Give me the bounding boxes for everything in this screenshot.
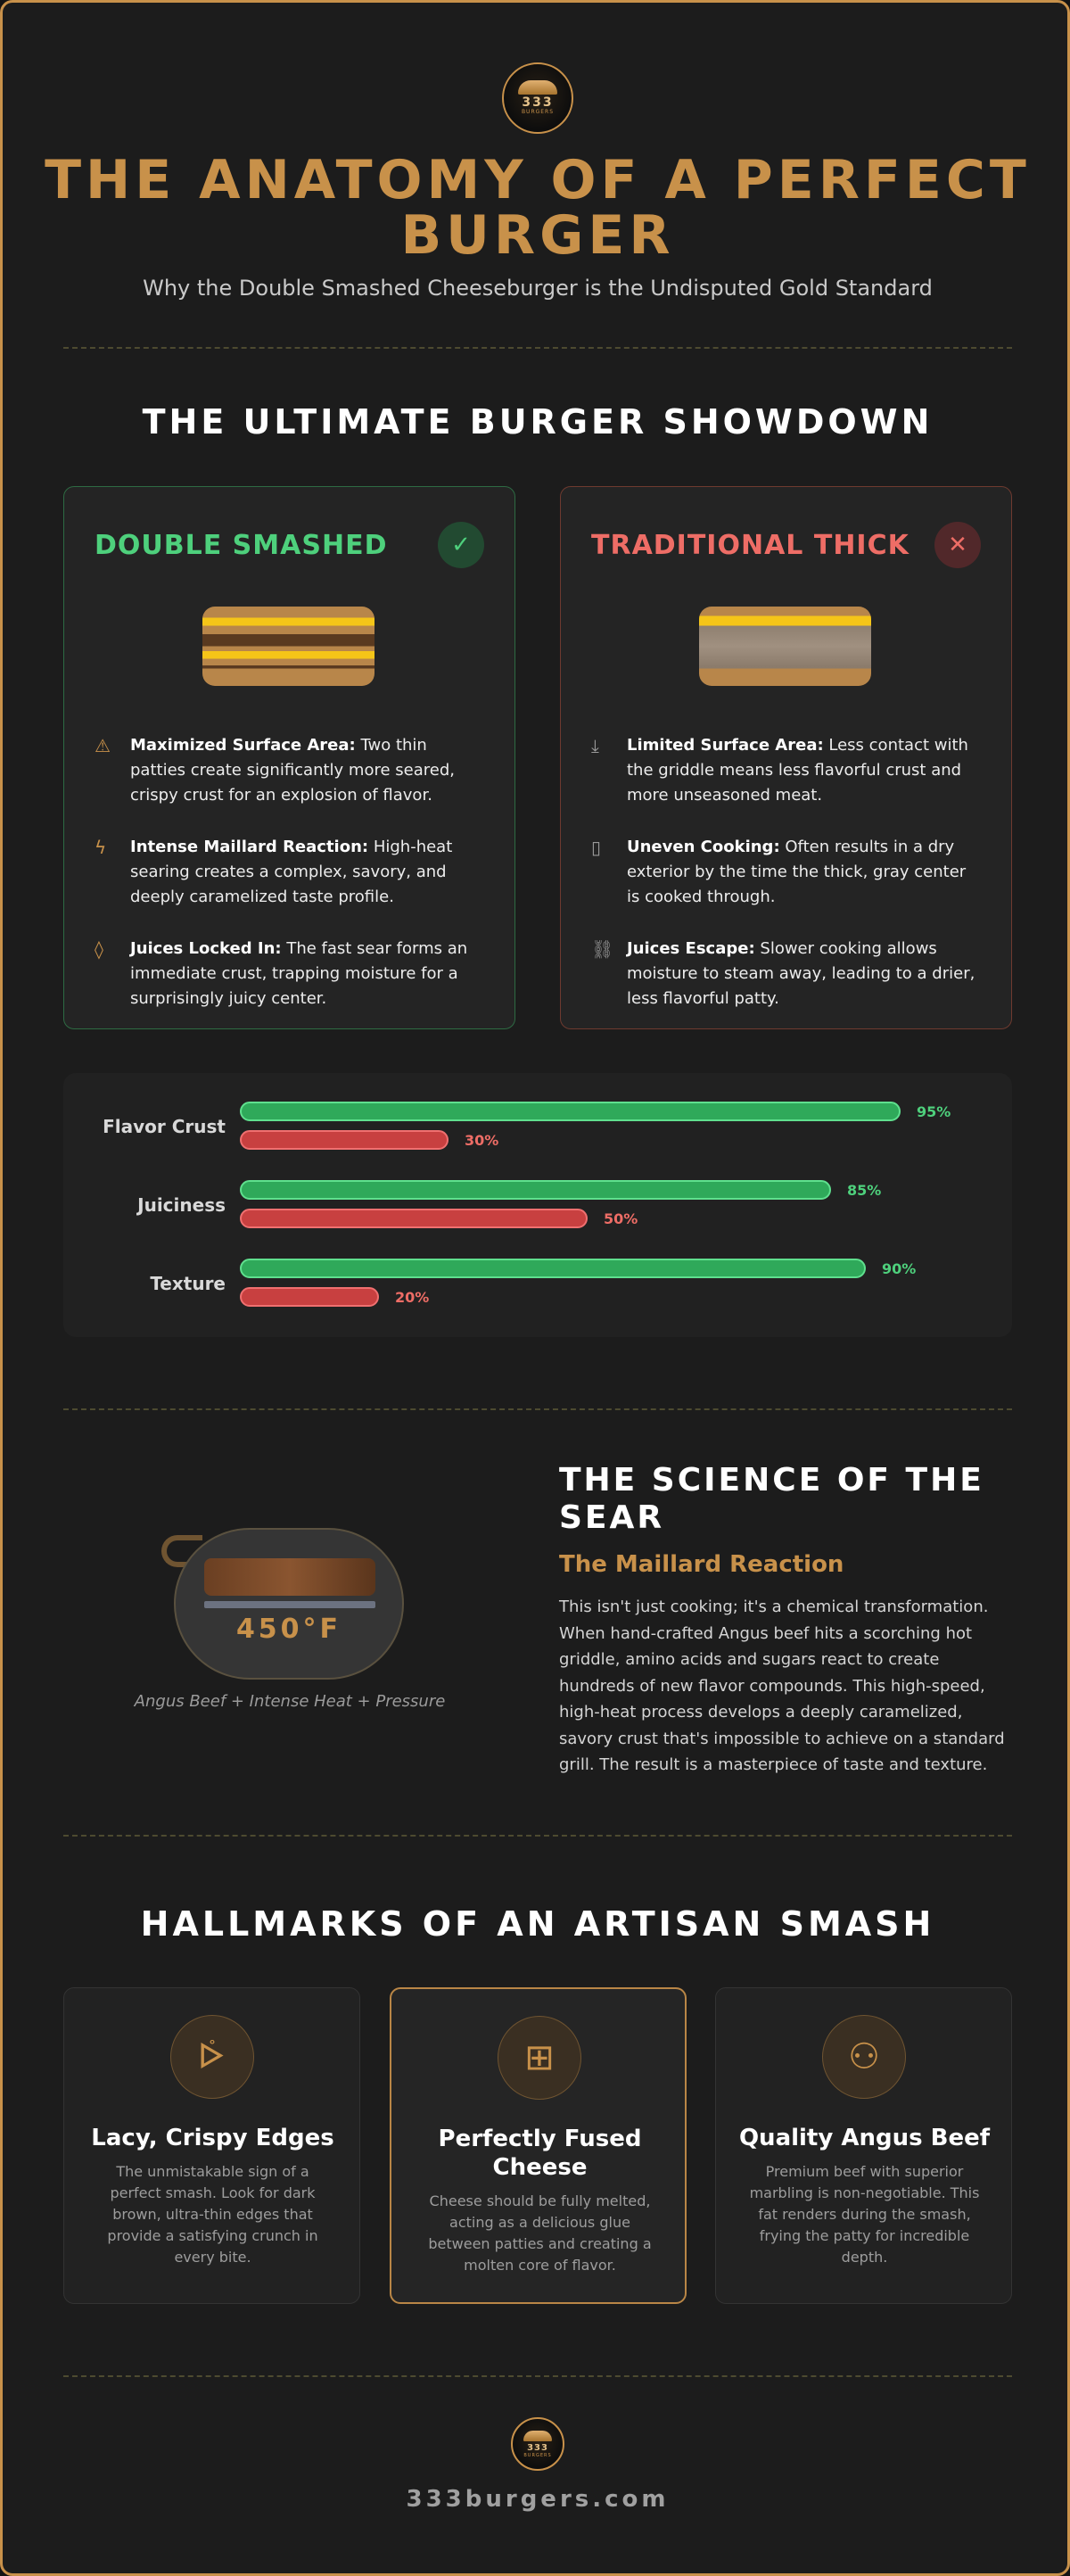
feature-bold: Intense Maillard Reaction: [130, 838, 369, 856]
divider [63, 347, 1012, 349]
feature-bold: Juices Escape: [627, 939, 755, 958]
hallmark-title: Lacy, Crispy Edges [91, 2125, 334, 2151]
hallmark-body: The unmistakable sign of a perfect smash… [107, 2163, 318, 2266]
hallmark-body: Premium beef with superior marbling is n… [749, 2163, 980, 2266]
patty-illustration [204, 1558, 375, 1596]
thick-bar-value: 50% [604, 1210, 638, 1227]
triangle-icon: ⚠ [95, 735, 111, 756]
flame-icon: ϟ [95, 837, 107, 858]
thick-card: TRADITIONAL THICK ✕ ⤓ Limited Surface Ar… [560, 486, 1012, 1029]
thick-bar [240, 1209, 588, 1228]
list-item: ⚠ Maximized Surface Area: Two thin patti… [95, 733, 487, 808]
thick-bar-value: 20% [395, 1289, 430, 1306]
logo-word: BURGERS [521, 109, 555, 115]
list-item: ◊ Juices Locked In: The fast sear forms … [95, 937, 487, 1011]
science-subheading: The Maillard Reaction [559, 1551, 844, 1578]
site-link[interactable]: 333burgers.com [406, 2486, 670, 2513]
thick-burger-illustration [699, 607, 871, 686]
smashed-bar [240, 1259, 866, 1278]
steam-icon [161, 1535, 202, 1567]
thick-bar-value: 30% [465, 1132, 499, 1149]
feature-text: Slower cooking allows moisture to steam … [627, 939, 975, 1008]
smashed-feature-list: ⚠ Maximized Surface Area: Two thin patti… [95, 733, 487, 1038]
griddle-illustration: 450°F [174, 1528, 404, 1680]
science-body: This isn't just cooking; it's a chemical… [559, 1598, 1005, 1774]
smashed-bar-value: 95% [917, 1103, 951, 1120]
hallmarks-heading: HALLMARKS OF AN ARTISAN SMASH [140, 1904, 935, 1944]
feature-bold: Maximized Surface Area: [130, 736, 356, 755]
thick-feature-list: ⤓ Limited Surface Area: Less contact wit… [591, 733, 984, 1038]
users-icon: ⚇ [822, 2015, 906, 2099]
thick-card-title: TRADITIONAL THICK [591, 529, 910, 561]
hallmark-card: ⊞ Perfectly Fused Cheese Cheese should b… [390, 1987, 687, 2304]
logo-word: BURGERS [523, 2452, 552, 2458]
divider [63, 2375, 1012, 2377]
feature-text: Often results in a dry exterior by the t… [627, 838, 967, 906]
list-item: ▯ Uneven Cooking: Often results in a dry… [591, 835, 984, 910]
list-item: ⤓ Limited Surface Area: Less contact wit… [591, 733, 984, 808]
file-icon: ▯ [591, 837, 602, 858]
smashed-bar-value: 90% [882, 1260, 917, 1277]
logo-number: 333 [527, 2442, 548, 2453]
page-title: THE ANATOMY OF A PERFECT BURGER [45, 149, 1031, 267]
list-item: ⛓ Juices Escape: Slower cooking allows m… [591, 937, 984, 1011]
feature-text: The fast sear forms an immediate crust, … [130, 939, 468, 1008]
smashed-burger-illustration [202, 607, 374, 686]
bar-label: Juiciness [137, 1194, 226, 1216]
smashed-bar [240, 1180, 831, 1200]
logo-bun-icon [518, 80, 557, 95]
feature-bold: Juices Locked In: [130, 939, 282, 958]
smashed-card: DOUBLE SMASHED ✓ ⚠ Maximized Surface Are… [63, 486, 515, 1029]
feature-bold: Uneven Cooking: [627, 838, 780, 856]
temperature-readout: 450°F [235, 1614, 342, 1645]
science-heading: THE SCIENCE OF THE SEAR [559, 1462, 984, 1536]
smashed-bar-value: 85% [847, 1182, 882, 1199]
bar-row-juiciness: Juiciness 85% 50% [63, 1175, 1012, 1228]
plus-square-icon: ⊞ [498, 2016, 581, 2100]
hallmark-card: ᢰ Lacy, Crispy Edges The unmistakable si… [63, 1987, 360, 2304]
crispy-edge-icon: ᢰ [170, 2015, 254, 2099]
logo-number: 333 [522, 95, 554, 110]
feature-text: Two thin patties create significantly mo… [130, 736, 455, 805]
thick-bar [240, 1130, 449, 1150]
comparison-bars: Flavor Crust 95% 30% Juiciness 85% 50% T… [63, 1073, 1012, 1337]
feature-text: Less contact with the griddle means less… [627, 736, 968, 805]
hallmark-body: Cheese should be fully melted, acting as… [428, 2192, 652, 2274]
droplet-icon: ◊ [95, 938, 103, 960]
page-subtitle: Why the Double Smashed Cheeseburger is t… [143, 276, 933, 301]
list-item: ϟ Intense Maillard Reaction: High-heat s… [95, 835, 487, 910]
footer-logo: 333 BURGERS [511, 2417, 564, 2471]
x-icon: ✕ [934, 522, 981, 568]
smashed-card-title: DOUBLE SMASHED [95, 529, 388, 561]
download-icon: ⤓ [591, 735, 599, 756]
broken-link-icon: ⛓ [591, 938, 614, 960]
showdown-heading: THE ULTIMATE BURGER SHOWDOWN [142, 402, 934, 442]
smashed-bar [240, 1102, 901, 1121]
divider [63, 1408, 1012, 1410]
feature-text: High-heat searing creates a complex, sav… [130, 838, 453, 906]
hallmark-title: Quality Angus Beef [738, 2125, 991, 2151]
science-caption: Angus Beef + Intense Heat + Pressure [134, 1692, 446, 1711]
bar-row-texture: Texture 90% 20% [63, 1253, 1012, 1307]
feature-bold: Limited Surface Area: [627, 736, 824, 755]
divider [63, 1835, 1012, 1837]
check-icon: ✓ [438, 522, 484, 568]
bar-label: Texture [150, 1273, 226, 1294]
bar-row-flavor-crust: Flavor Crust 95% 30% [63, 1096, 1012, 1150]
griddle-plate [204, 1601, 375, 1608]
logo-bun-icon [523, 2430, 552, 2441]
bar-label: Flavor Crust [103, 1116, 226, 1137]
hallmark-title: Perfectly Fused Cheese [438, 2126, 642, 2181]
brand-logo: 333 BURGERS [502, 62, 573, 134]
hallmark-card: ⚇ Quality Angus Beef Premium beef with s… [715, 1987, 1012, 2304]
thick-bar [240, 1287, 379, 1307]
